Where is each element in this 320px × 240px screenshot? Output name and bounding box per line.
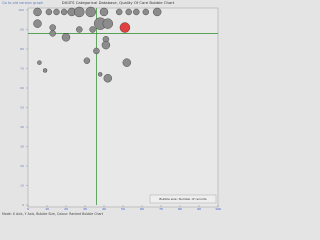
bubble [119,22,131,33]
bubble [152,7,162,17]
x-tick-label: 100 [215,207,221,211]
legend-box [149,194,217,204]
y-tick-label: 70 [20,67,24,71]
y-tick-label: 30 [20,145,24,149]
y-tick-label: 90 [20,28,24,32]
x-tick-label: 60 [140,207,144,211]
bubble [101,40,111,50]
bubble [49,24,56,31]
bubble [37,60,42,65]
bubble [76,26,83,33]
plot-area [27,7,219,208]
x-tick-label: 50 [121,207,125,211]
bubble [61,33,71,42]
bubble [49,30,56,37]
y-tick-label: 0 [22,203,24,207]
bubble [74,6,85,18]
chart-title: DIGITS Categorical Database, Quality Of … [62,0,175,5]
bubble [142,8,150,16]
bubble [103,74,113,83]
y-tick-label: 20 [20,164,24,168]
old-version-link[interactable]: Go to old version graph [2,1,43,5]
bubble [93,47,100,55]
bubble [125,8,132,16]
bubble [99,7,109,17]
bubble [60,8,68,16]
x-tick-label: 30 [83,207,87,211]
bubble [33,7,42,17]
bubble [115,8,123,16]
bubble [85,6,96,18]
bubble [45,8,53,16]
bubble [133,8,140,16]
y-tick-label: 40 [20,125,24,129]
legend-note: Bubble size: Number of records [159,197,207,201]
footer: Mode: X Axis, Y Axis, Bubble Size, Colou… [2,212,104,216]
y-tick-label: 50 [20,106,24,110]
x-tick-label: 20 [64,207,68,211]
bubble [89,26,96,33]
y-tick-label: 100 [18,8,24,12]
bubble [102,18,114,29]
bubble [122,58,132,67]
x-tick-label: 80 [178,207,182,211]
x-tick-label: 70 [159,207,163,211]
x-tick-label: 0 [27,207,29,211]
y-tick-label: 80 [20,47,24,51]
x-tick-label: 10 [45,207,49,211]
bubble [97,72,103,77]
x-tick-label: 90 [197,207,201,211]
bubble [42,68,48,73]
bubble [33,19,42,28]
x-tick-label: 40 [102,207,106,211]
bubble [53,8,60,16]
y-tick-label: 60 [20,86,24,90]
chart: Go to old version graph DIGITS Categoric… [2,0,221,216]
bubble [83,57,91,64]
y-tick-label: 10 [20,184,24,188]
